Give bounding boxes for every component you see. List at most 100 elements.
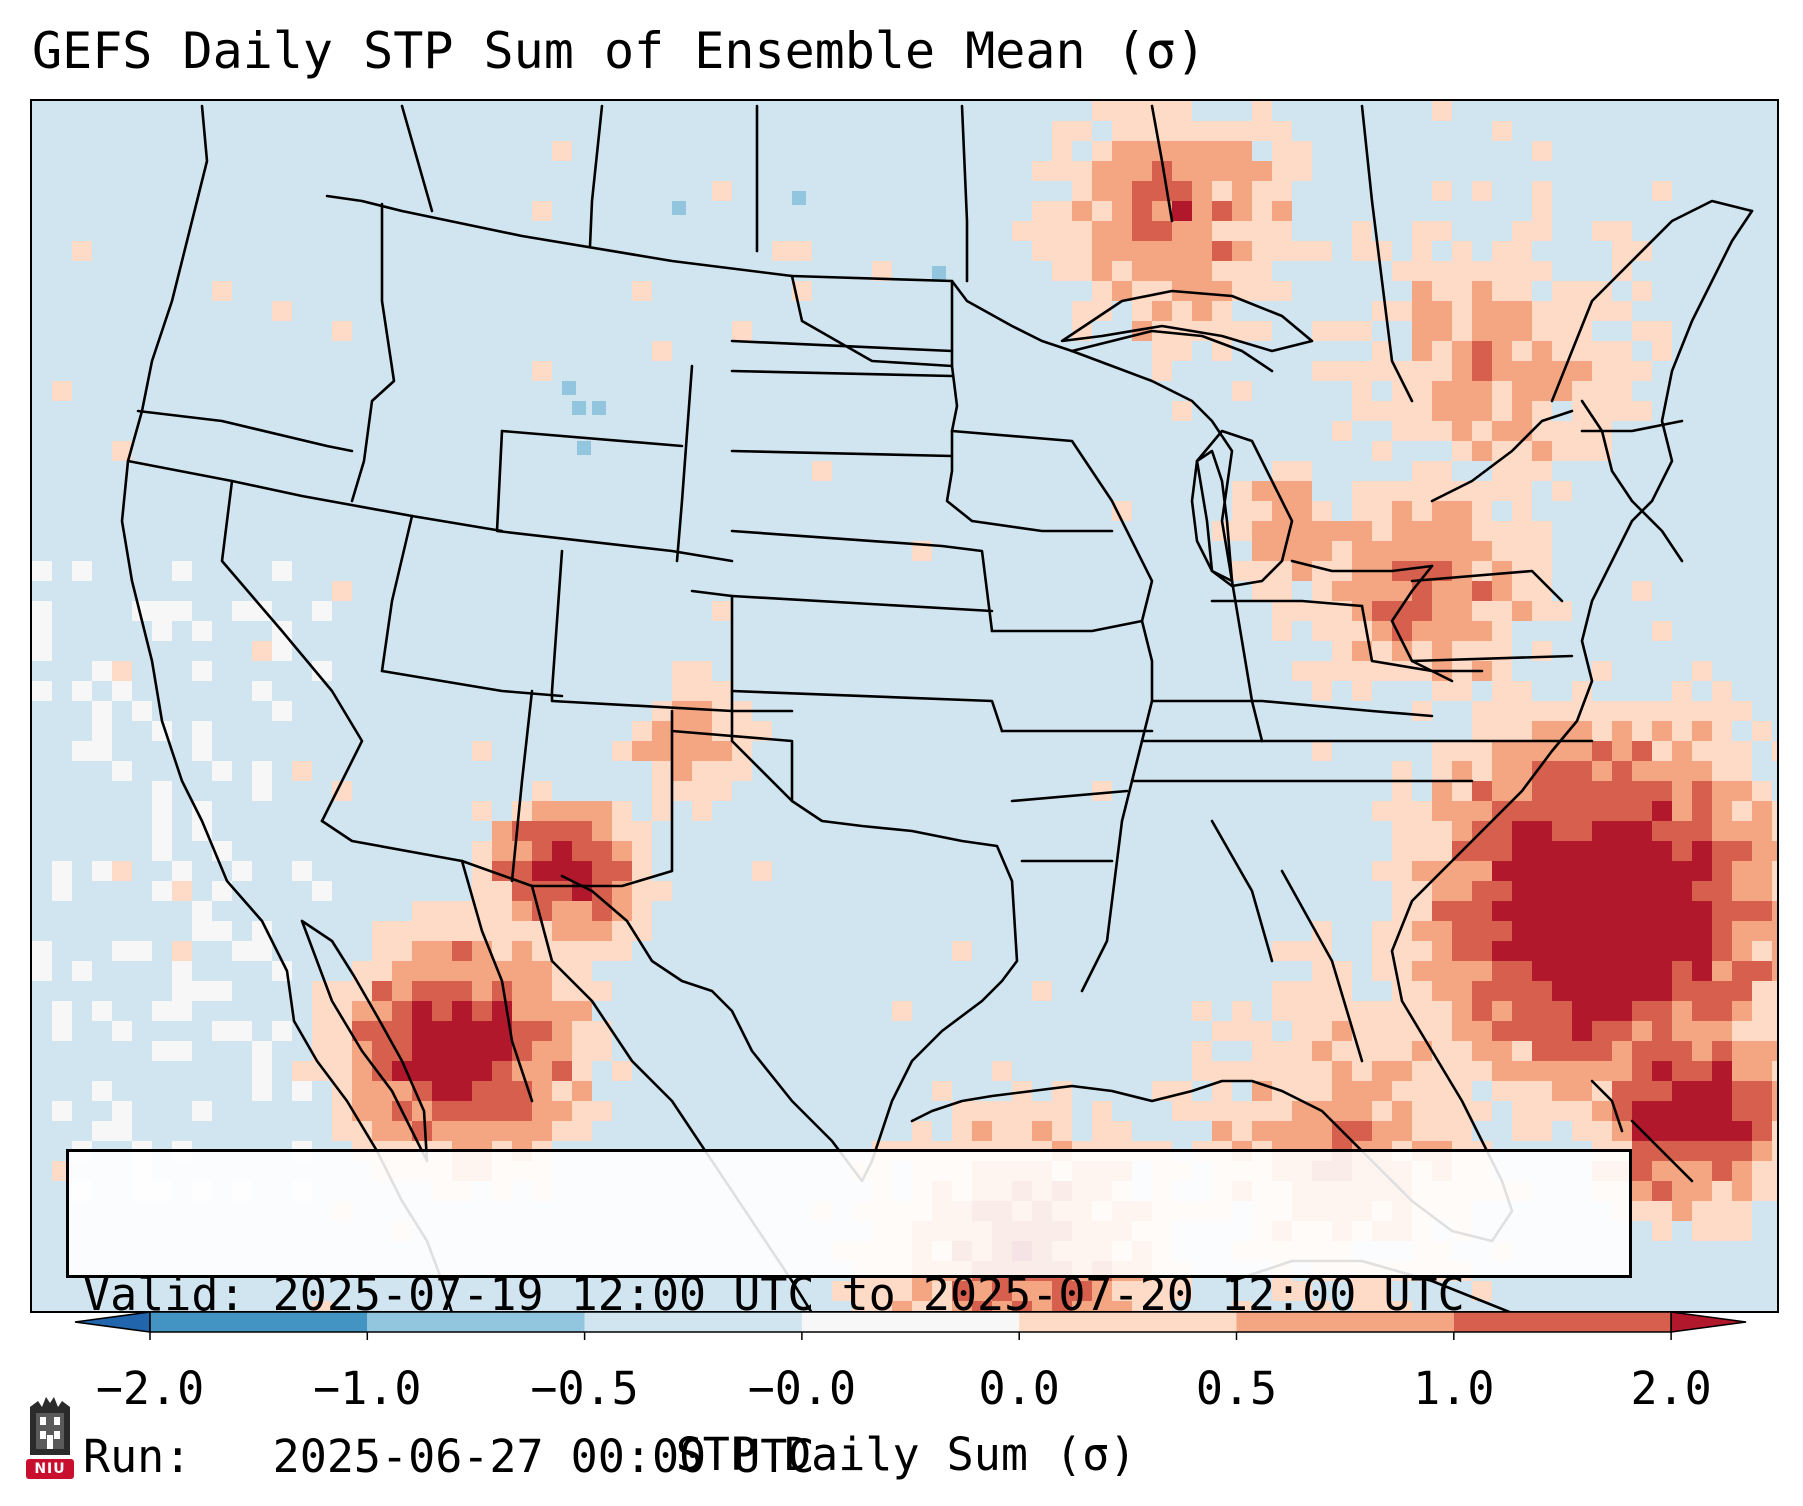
stp-grid-cell xyxy=(412,901,432,921)
stp-grid-cell xyxy=(1112,121,1132,141)
stp-grid-cell xyxy=(1132,181,1152,201)
stp-grid-cell xyxy=(1732,741,1752,761)
stp-grid-cell xyxy=(1252,1101,1272,1121)
stp-grid-cell xyxy=(1532,301,1552,321)
stp-grid-cell xyxy=(732,321,752,341)
stp-grid-cell xyxy=(1592,401,1612,421)
stp-grid-cell xyxy=(1332,1021,1352,1041)
stp-grid-cell xyxy=(352,1061,372,1081)
stp-grid-cell xyxy=(1152,141,1172,161)
stp-grid-cell xyxy=(212,281,232,301)
stp-grid-cell xyxy=(1352,641,1372,661)
stp-grid-cell xyxy=(692,701,712,721)
stp-grid-cell xyxy=(1472,1281,1492,1301)
stp-grid-cell xyxy=(1092,161,1112,181)
stp-grid-cell xyxy=(1252,1121,1272,1141)
stp-grid-cell xyxy=(1232,241,1252,261)
stp-grid-cell xyxy=(1712,701,1732,721)
stp-grid-cell xyxy=(1452,921,1472,941)
stp-grid-cell xyxy=(1492,961,1512,981)
stp-grid-cell xyxy=(1552,741,1572,761)
stp-grid-cell xyxy=(1372,1041,1392,1061)
stp-grid-cell xyxy=(512,961,532,981)
stp-grid-cell xyxy=(592,821,612,841)
stp-grid-cell xyxy=(1472,721,1492,741)
stp-grid-cell xyxy=(1392,361,1412,381)
colorbar-bin xyxy=(1453,1312,1672,1332)
stp-grid-cell xyxy=(1452,1081,1472,1101)
stp-grid-cell xyxy=(1372,661,1392,681)
stp-grid-cell xyxy=(1692,901,1712,921)
stp-grid-cell xyxy=(1752,1041,1772,1061)
stp-grid-cell xyxy=(1532,761,1552,781)
stp-grid-cell xyxy=(192,921,212,941)
stp-grid-cell xyxy=(1152,101,1172,121)
stp-grid-cell xyxy=(1512,521,1532,541)
stp-grid-cell xyxy=(1732,801,1752,821)
stp-grid-cell xyxy=(1512,1081,1532,1101)
stp-grid-cell xyxy=(1472,521,1492,541)
stp-grid-cell xyxy=(1552,961,1572,981)
stp-grid-cell xyxy=(1132,1301,1152,1311)
stp-grid-cell xyxy=(1712,741,1732,761)
stp-grid-cell xyxy=(1172,401,1192,421)
stp-grid-cell xyxy=(1632,1061,1652,1081)
stp-grid-cell xyxy=(452,1081,472,1101)
stp-grid-cell xyxy=(1532,901,1552,921)
stp-grid-cell xyxy=(432,981,452,1001)
stp-grid-cell xyxy=(152,881,172,901)
stp-grid-cell xyxy=(1512,801,1532,821)
stp-grid-cell xyxy=(1532,801,1552,821)
stp-grid-cell xyxy=(1412,1101,1432,1121)
east-coastline xyxy=(910,209,1754,1243)
stp-grid-cell xyxy=(1672,1101,1692,1121)
stp-grid-cell xyxy=(432,1061,452,1081)
stp-grid-cell xyxy=(452,1101,472,1121)
stp-grid-cell xyxy=(1452,1101,1472,1121)
stp-grid-cell xyxy=(712,781,732,801)
stp-grid-cell xyxy=(672,201,686,215)
stp-grid-cell xyxy=(1752,1081,1772,1101)
stp-grid-cell xyxy=(1312,1081,1332,1101)
stp-grid-cell xyxy=(532,921,552,941)
stp-grid-cell xyxy=(472,801,492,821)
stp-grid-cell xyxy=(1292,981,1312,1001)
stp-grid-cell xyxy=(612,841,632,861)
run-time-line: Run: 2025-06-27 00:00 UTC xyxy=(83,1430,815,1483)
stp-grid-cell xyxy=(1612,381,1632,401)
stp-grid-cell xyxy=(1732,941,1752,961)
stp-grid-cell xyxy=(1352,481,1372,501)
stp-grid-cell xyxy=(1212,261,1232,281)
stp-grid-cell xyxy=(592,921,612,941)
stp-grid-cell xyxy=(1152,281,1172,301)
stp-grid-cell xyxy=(972,1121,992,1141)
stp-grid-cell xyxy=(1272,201,1292,221)
stp-grid-cell xyxy=(1732,901,1752,921)
stp-grid-cell xyxy=(1592,761,1612,781)
stp-grid-cell xyxy=(1632,821,1652,841)
stp-grid-cell xyxy=(1672,1181,1692,1201)
stp-grid-cell xyxy=(1432,481,1452,501)
stp-grid-cell xyxy=(272,641,292,661)
stp-grid-cell xyxy=(1732,1121,1752,1141)
stp-grid-cell xyxy=(1432,361,1452,381)
stp-grid-cell xyxy=(1312,621,1332,641)
stp-grid-cell xyxy=(1652,1021,1672,1041)
stp-grid-cell xyxy=(1632,721,1652,741)
stp-grid-cell xyxy=(1152,1301,1172,1311)
stp-grid-cell xyxy=(1492,1061,1512,1081)
stp-grid-cell xyxy=(892,1281,912,1301)
stp-grid-cell xyxy=(1672,941,1692,961)
stp-grid-cell xyxy=(1552,881,1572,901)
stp-grid-cell xyxy=(1592,1121,1612,1141)
stp-grid-cell xyxy=(1172,321,1192,341)
stp-grid-cell xyxy=(1632,741,1652,761)
stp-grid-cell xyxy=(1512,341,1532,361)
stp-grid-cell xyxy=(272,301,292,321)
stp-grid-cell xyxy=(1172,301,1192,321)
stp-grid-cell xyxy=(1692,1081,1712,1101)
stp-grid-cell xyxy=(1632,921,1652,941)
stp-grid-cell xyxy=(1252,481,1272,501)
stp-grid-cell xyxy=(1252,161,1272,181)
stp-grid-cell xyxy=(1472,1001,1492,1021)
